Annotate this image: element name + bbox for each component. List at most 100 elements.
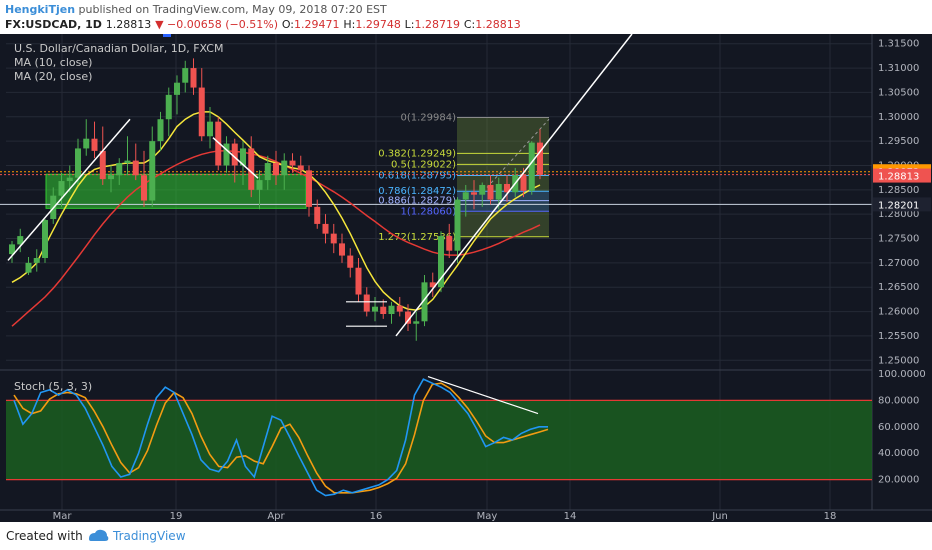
fib-label: 0.382(1.29249) xyxy=(378,148,456,159)
candle-up xyxy=(421,282,428,322)
stoch-k-line xyxy=(13,378,548,497)
price-axis-label: 1.30000 xyxy=(878,112,919,123)
ohlc-line: FX:USDCAD, 1D 1.28813 ▼ −0.00658 (−0.51%… xyxy=(5,18,521,31)
trendline-pullback xyxy=(212,137,259,179)
time-axis-label: 19 xyxy=(170,511,183,522)
low-label: L: xyxy=(404,18,415,31)
candle-down xyxy=(405,311,411,324)
time-axis-label: 18 xyxy=(824,511,837,522)
candle-up xyxy=(116,163,123,176)
stoch-axis-label: 80.0000 xyxy=(878,395,919,406)
candle-down xyxy=(487,184,494,200)
candle-down xyxy=(248,148,255,190)
candle-down xyxy=(537,142,543,175)
fib-label: 0(1.29984) xyxy=(400,113,456,124)
candle-up xyxy=(264,163,271,181)
stoch-band xyxy=(6,400,872,480)
price-axis-label: 1.28500 xyxy=(878,185,919,196)
high-value: 1.29748 xyxy=(355,18,401,31)
author-link[interactable]: HengkiTjen xyxy=(5,3,76,16)
candle-down xyxy=(520,175,527,191)
candle-up xyxy=(42,220,48,258)
candle-down xyxy=(504,183,510,193)
ma20-legend: MA (20, close) xyxy=(14,70,93,83)
fib-label: 1(1.28060) xyxy=(400,206,456,217)
price-axis-label: 1.28000 xyxy=(878,209,919,220)
candle-up xyxy=(58,181,65,196)
candle-down xyxy=(132,160,139,176)
chart-header: HengkiTjen published on TradingView.com,… xyxy=(0,0,932,34)
candle-down xyxy=(215,121,222,166)
stoch-legend: Stoch (5, 3, 3) xyxy=(14,380,93,393)
time-axis-label: 16 xyxy=(370,511,383,522)
candle-up xyxy=(454,199,461,251)
demand-zone xyxy=(45,173,307,209)
fib-label: 0.5(1.29022) xyxy=(391,159,456,170)
candle-down xyxy=(306,170,312,207)
candle-up xyxy=(413,321,420,324)
close-value: 1.28813 xyxy=(475,18,521,31)
price-axis-label: 1.27000 xyxy=(878,258,919,269)
tradingview-brand[interactable]: TradingView xyxy=(113,529,186,543)
stoch-axis-label: 20.0000 xyxy=(878,475,919,486)
stoch-axis-label: 40.0000 xyxy=(878,448,919,459)
stoch-d-line xyxy=(13,382,549,494)
candle-down xyxy=(273,163,279,176)
chart-area[interactable]: 0(1.29984) 0.382(1.29249) 0.5(1.29022) 0.61… xyxy=(0,34,932,522)
fib-label: 0.618(1.28795) xyxy=(378,170,456,181)
candle-down xyxy=(363,294,370,312)
candle-up xyxy=(83,138,90,149)
price-axis-label: 1.29500 xyxy=(878,136,919,147)
time-axis-label: Apr xyxy=(267,511,285,522)
candle-down xyxy=(190,68,197,88)
stoch-divergence-line xyxy=(427,376,539,415)
fib-box xyxy=(457,117,549,237)
price-change: ▼ −0.00658 (−0.51%) xyxy=(155,18,278,31)
created-with-text: Created with xyxy=(6,529,83,543)
time-axis-label: Jun xyxy=(711,511,728,522)
trendline-rise xyxy=(7,118,131,261)
time-axis-label: Mar xyxy=(53,511,73,522)
candle-up xyxy=(165,94,172,120)
open-label: O: xyxy=(281,18,294,31)
candle-down xyxy=(355,267,362,295)
candle-up xyxy=(495,183,502,200)
candle-down xyxy=(231,143,238,166)
candle-up xyxy=(149,141,156,201)
candle-up xyxy=(25,262,32,273)
low-value: 1.28719 xyxy=(414,18,461,31)
price-axis-label: 1.25000 xyxy=(878,355,919,366)
candle-down xyxy=(446,236,453,251)
candle-up xyxy=(223,143,230,166)
candle-up xyxy=(479,184,486,195)
level-price-badge-bg xyxy=(873,197,931,212)
candle-up xyxy=(124,160,131,164)
candle-up xyxy=(108,175,114,180)
candle-up xyxy=(66,177,73,182)
price-axis-label: 1.30500 xyxy=(878,87,919,98)
price-axis-label: 1.27500 xyxy=(878,234,919,245)
time-marker xyxy=(163,34,171,37)
price-axis-label: 1.31500 xyxy=(878,39,919,50)
candle-down xyxy=(429,282,436,288)
candle-up xyxy=(207,121,213,137)
level-price-badge: 1.28201 xyxy=(878,200,919,211)
candle-down xyxy=(380,306,387,314)
candle-up xyxy=(9,244,15,255)
candle-up xyxy=(256,180,263,190)
close-price-badge-bg xyxy=(873,168,931,183)
candle-down xyxy=(141,175,147,201)
candle-up xyxy=(528,142,535,191)
candle-up xyxy=(75,148,81,178)
price-chart-svg[interactable]: 0(1.29984) 0.382(1.29249)0.5(1.29022)0.61… xyxy=(0,34,932,522)
candle-down xyxy=(91,138,98,151)
candle-down xyxy=(297,165,304,171)
candle-up xyxy=(462,192,469,200)
candle-up xyxy=(240,148,246,166)
candle-up xyxy=(157,119,164,142)
close-price-badge: 1.28813 xyxy=(878,172,919,183)
stoch-axis-label: 60.0000 xyxy=(878,422,919,433)
candle-up xyxy=(182,68,189,83)
candle-up xyxy=(388,305,395,314)
fib-box-lower xyxy=(457,191,549,212)
